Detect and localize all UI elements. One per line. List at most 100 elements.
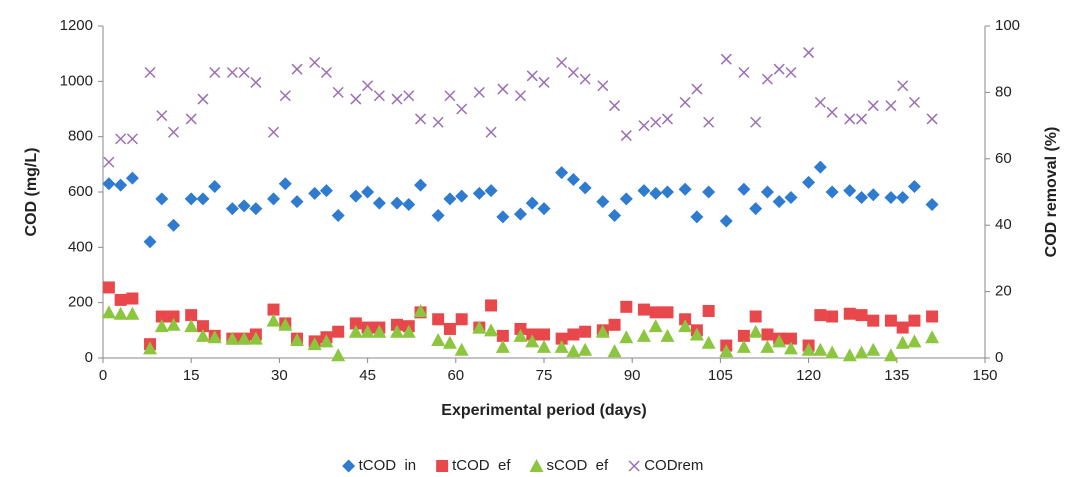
point bbox=[749, 202, 763, 216]
point bbox=[126, 292, 139, 305]
point bbox=[349, 189, 363, 203]
point bbox=[895, 335, 910, 349]
point bbox=[195, 328, 210, 342]
point bbox=[472, 320, 487, 334]
x-tick-label: 105 bbox=[708, 367, 733, 384]
y2-tick-label: 40 bbox=[995, 216, 1012, 233]
point bbox=[538, 328, 550, 341]
point bbox=[814, 309, 827, 322]
point bbox=[166, 317, 181, 331]
point bbox=[391, 93, 403, 105]
legend-marker bbox=[436, 460, 449, 472]
point bbox=[197, 93, 209, 105]
y-tick-label: 0 bbox=[85, 349, 93, 366]
point bbox=[348, 324, 363, 338]
point bbox=[226, 66, 238, 79]
point bbox=[155, 310, 168, 323]
point bbox=[184, 319, 199, 333]
point bbox=[772, 334, 787, 348]
point bbox=[267, 192, 281, 206]
point bbox=[719, 214, 733, 228]
y-axis-title: COD (mg/L) bbox=[23, 148, 40, 237]
y-tick-label: 800 bbox=[68, 128, 93, 145]
x-tick-label: 0 bbox=[99, 367, 107, 384]
point bbox=[225, 331, 240, 345]
point bbox=[825, 345, 840, 359]
point bbox=[496, 329, 509, 342]
point bbox=[719, 344, 734, 358]
x-tick-label: 75 bbox=[536, 367, 553, 384]
point bbox=[526, 70, 538, 82]
point bbox=[660, 328, 675, 342]
point bbox=[443, 322, 456, 335]
point bbox=[443, 192, 457, 206]
point bbox=[596, 195, 610, 209]
point bbox=[513, 328, 528, 342]
point bbox=[525, 334, 540, 348]
y2-axis-title: COD removal (%) bbox=[1043, 127, 1060, 258]
point bbox=[855, 309, 868, 322]
point bbox=[320, 66, 332, 79]
point bbox=[619, 330, 634, 344]
point bbox=[802, 175, 816, 189]
point bbox=[290, 333, 305, 347]
point bbox=[679, 96, 691, 108]
point bbox=[155, 192, 169, 206]
point bbox=[650, 116, 662, 128]
x-axis-title: Experimental period (days) bbox=[441, 402, 646, 419]
point bbox=[843, 307, 856, 320]
point bbox=[390, 324, 404, 338]
point bbox=[761, 328, 774, 341]
point bbox=[402, 197, 416, 211]
point bbox=[473, 86, 485, 98]
point bbox=[538, 76, 550, 88]
point bbox=[579, 325, 592, 338]
point bbox=[496, 210, 510, 224]
point bbox=[908, 96, 920, 108]
point bbox=[660, 185, 674, 199]
point bbox=[701, 335, 716, 349]
point bbox=[825, 185, 839, 199]
point bbox=[207, 330, 222, 344]
point bbox=[883, 348, 898, 362]
point bbox=[896, 321, 909, 334]
point bbox=[736, 339, 751, 353]
point bbox=[896, 191, 910, 205]
y2-tick-label: 100 bbox=[995, 17, 1020, 34]
point bbox=[867, 314, 880, 327]
point bbox=[567, 328, 580, 341]
point bbox=[760, 339, 775, 353]
point bbox=[225, 202, 239, 216]
point bbox=[702, 185, 716, 199]
point bbox=[702, 304, 715, 317]
point bbox=[566, 173, 580, 187]
point bbox=[249, 202, 263, 216]
point bbox=[349, 317, 362, 330]
point bbox=[649, 306, 662, 319]
point bbox=[608, 318, 621, 331]
point bbox=[537, 339, 551, 353]
point bbox=[373, 90, 385, 102]
point bbox=[578, 181, 592, 195]
point bbox=[143, 341, 158, 355]
point bbox=[267, 126, 280, 138]
point bbox=[620, 130, 632, 142]
point bbox=[431, 333, 446, 347]
point bbox=[555, 332, 568, 345]
point bbox=[250, 76, 262, 88]
point bbox=[432, 313, 445, 326]
point bbox=[638, 120, 650, 132]
point bbox=[703, 116, 715, 128]
point bbox=[238, 66, 250, 79]
point bbox=[390, 196, 404, 210]
point bbox=[126, 133, 138, 145]
point bbox=[290, 195, 304, 209]
point bbox=[897, 80, 909, 92]
point bbox=[362, 80, 374, 92]
point bbox=[866, 188, 880, 202]
point bbox=[525, 196, 539, 210]
point bbox=[760, 185, 774, 199]
point bbox=[885, 100, 897, 112]
point bbox=[102, 177, 116, 191]
point bbox=[432, 116, 444, 128]
